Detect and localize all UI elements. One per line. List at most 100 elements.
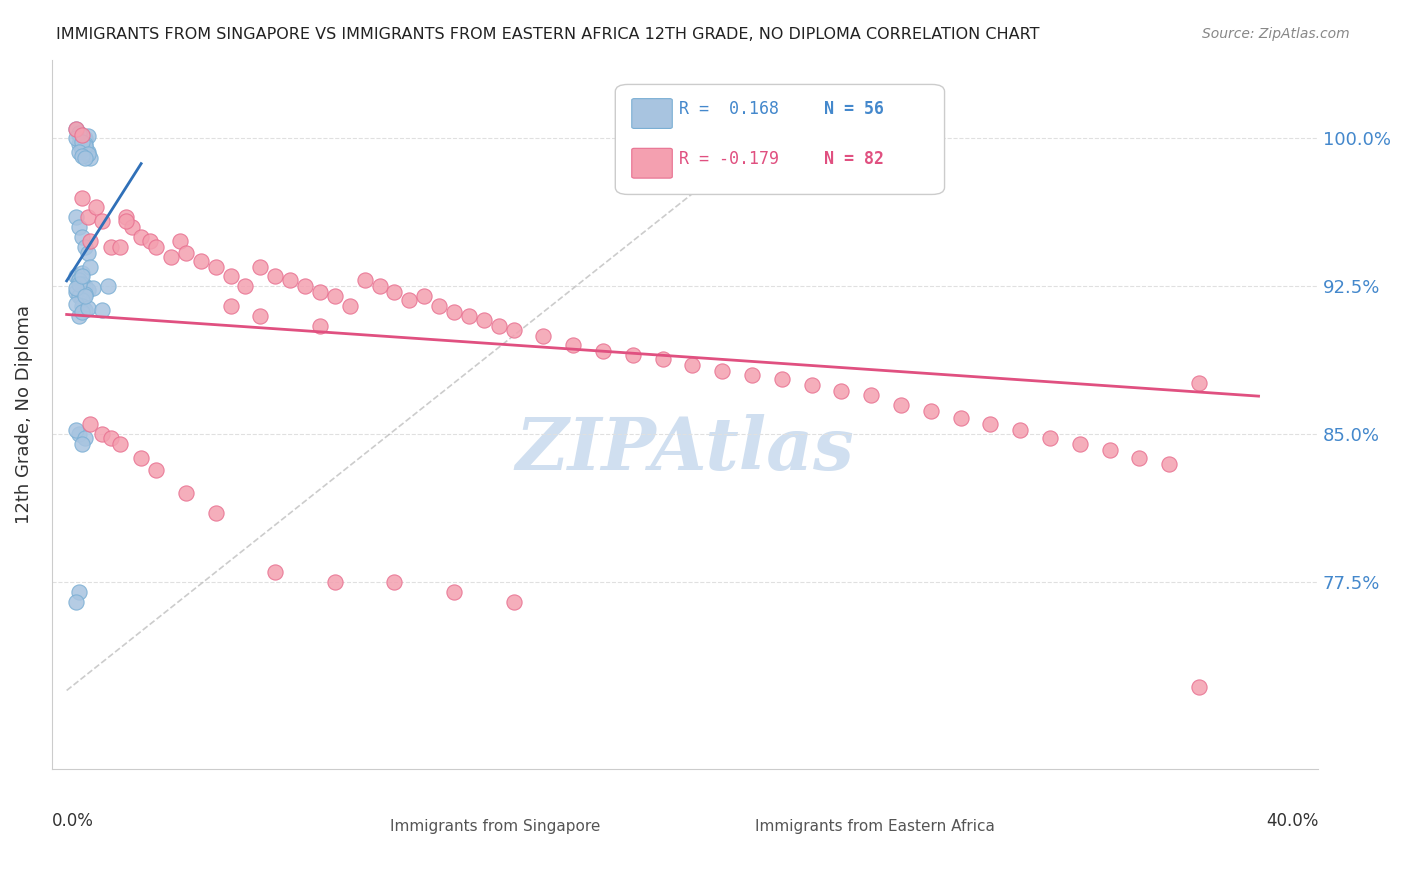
Point: [443, 585, 465, 599]
Point: [1188, 376, 1211, 390]
Point: [65, 121, 87, 136]
Point: [70, 299, 93, 313]
Point: [115, 214, 138, 228]
Point: [73, 151, 96, 165]
Point: [76, 129, 98, 144]
Point: [309, 285, 332, 300]
Point: [413, 289, 436, 303]
Point: [621, 348, 644, 362]
Point: [488, 318, 510, 333]
Text: Source: ZipAtlas.com: Source: ZipAtlas.com: [1202, 27, 1350, 41]
Point: [190, 253, 212, 268]
Text: Immigrants from Singapore: Immigrants from Singapore: [389, 819, 600, 834]
Point: [398, 293, 420, 307]
Point: [800, 377, 823, 392]
Point: [65, 211, 87, 225]
Point: [91, 214, 114, 228]
Point: [681, 358, 703, 372]
Point: [235, 279, 257, 293]
Point: [70, 230, 93, 244]
Point: [73, 133, 96, 147]
Point: [67, 585, 90, 599]
Point: [1039, 431, 1062, 445]
Point: [73, 279, 96, 293]
Point: [65, 131, 87, 145]
Point: [76, 147, 98, 161]
Point: [67, 289, 90, 303]
Point: [67, 273, 90, 287]
Point: [219, 269, 242, 284]
Point: [1098, 442, 1121, 457]
Text: 40.0%: 40.0%: [1265, 812, 1319, 830]
Point: [100, 431, 122, 445]
Point: [249, 309, 271, 323]
Point: [86, 201, 108, 215]
Point: [592, 344, 614, 359]
Point: [65, 423, 87, 437]
Point: [70, 128, 93, 142]
Point: [920, 403, 942, 417]
Point: [129, 230, 152, 244]
Point: [70, 136, 93, 150]
Point: [353, 273, 375, 287]
Point: [79, 260, 101, 274]
Point: [100, 240, 122, 254]
Point: [174, 245, 197, 260]
Point: [70, 149, 93, 163]
Point: [73, 139, 96, 153]
Point: [65, 297, 87, 311]
Point: [65, 121, 87, 136]
Point: [91, 303, 114, 318]
Point: [70, 437, 93, 451]
Text: Immigrants from Eastern Africa: Immigrants from Eastern Africa: [755, 819, 995, 834]
Text: ZIPAtlas: ZIPAtlas: [516, 415, 855, 485]
Point: [70, 143, 93, 157]
Point: [76, 301, 98, 315]
Point: [770, 372, 793, 386]
Point: [73, 289, 96, 303]
Point: [384, 575, 406, 590]
Point: [711, 364, 734, 378]
Point: [70, 293, 93, 307]
Point: [502, 323, 524, 337]
Point: [70, 191, 93, 205]
Point: [458, 309, 481, 323]
Point: [67, 309, 90, 323]
Point: [76, 145, 98, 160]
Point: [1188, 680, 1211, 694]
Point: [502, 595, 524, 609]
Point: [67, 277, 90, 292]
Point: [76, 245, 98, 260]
Point: [121, 220, 143, 235]
Text: IMMIGRANTS FROM SINGAPORE VS IMMIGRANTS FROM EASTERN AFRICA 12TH GRADE, NO DIPLO: IMMIGRANTS FROM SINGAPORE VS IMMIGRANTS …: [56, 27, 1040, 42]
Point: [278, 273, 301, 287]
Point: [139, 234, 162, 248]
Point: [73, 137, 96, 152]
Point: [309, 318, 332, 333]
Text: N = 82: N = 82: [824, 150, 884, 168]
Point: [110, 437, 132, 451]
Point: [264, 269, 287, 284]
Point: [384, 285, 406, 300]
Point: [204, 506, 226, 520]
FancyBboxPatch shape: [616, 85, 945, 194]
Point: [294, 279, 316, 293]
Point: [1128, 450, 1150, 465]
Point: [219, 299, 242, 313]
Point: [204, 260, 226, 274]
Point: [860, 388, 883, 402]
Point: [82, 281, 104, 295]
Point: [65, 285, 87, 300]
Point: [472, 313, 495, 327]
Point: [97, 279, 120, 293]
Point: [145, 463, 167, 477]
Point: [76, 283, 98, 297]
Point: [531, 328, 554, 343]
Text: R =  0.168: R = 0.168: [679, 100, 779, 119]
Point: [890, 398, 912, 412]
Point: [830, 384, 852, 398]
Point: [67, 145, 90, 160]
Point: [110, 240, 132, 254]
Point: [67, 128, 90, 142]
Point: [65, 595, 87, 609]
